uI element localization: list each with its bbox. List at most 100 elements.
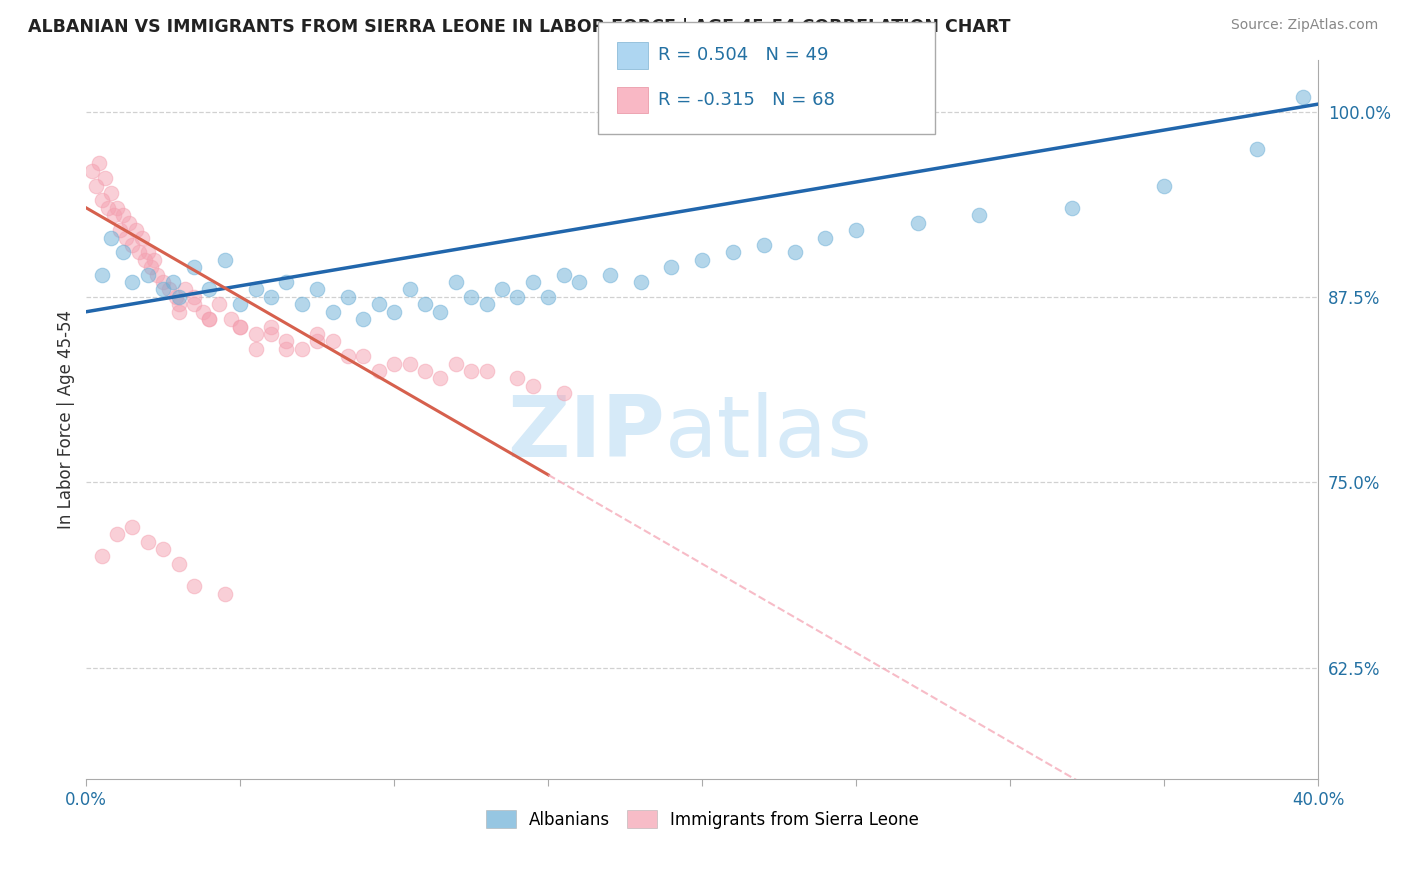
Point (969, 208, 991, 222)
Point (291, 342, 314, 356)
Point (522, 275, 544, 289)
Point (444, 357, 467, 371)
Point (245, 326, 267, 341)
Point (229, 319, 252, 334)
Point (90, 194, 112, 208)
Point (108, 223, 131, 237)
Point (229, 319, 252, 334)
Point (398, 357, 420, 371)
Point (568, 275, 591, 289)
Point (322, 334, 344, 349)
Point (143, 252, 166, 267)
Text: atlas: atlas (665, 392, 873, 475)
Point (167, 557, 190, 571)
Point (367, 297, 389, 311)
Point (136, 245, 159, 260)
Point (183, 290, 205, 304)
Point (276, 275, 298, 289)
Point (260, 326, 283, 341)
Point (690, 252, 713, 267)
Point (183, 260, 205, 275)
Point (413, 364, 436, 378)
Point (661, 260, 683, 275)
Point (112, 208, 135, 222)
Point (307, 326, 329, 341)
Point (118, 216, 141, 230)
Point (276, 334, 298, 349)
Point (322, 304, 344, 318)
Point (115, 230, 138, 244)
Point (1292, 89, 1315, 103)
Point (214, 252, 236, 267)
Point (152, 283, 174, 297)
Point (183, 297, 205, 311)
Point (1060, 201, 1083, 215)
Point (131, 230, 153, 244)
Point (260, 319, 283, 334)
Point (193, 304, 215, 318)
Point (398, 283, 420, 297)
Point (491, 283, 513, 297)
Point (167, 304, 190, 318)
Point (134, 252, 156, 267)
Point (219, 312, 242, 326)
Point (907, 216, 929, 230)
Point (337, 349, 360, 363)
Text: R = -0.315   N = 68: R = -0.315 N = 68 (658, 91, 835, 109)
Point (165, 290, 187, 304)
Text: R = 0.504   N = 49: R = 0.504 N = 49 (658, 46, 828, 64)
Point (152, 542, 174, 557)
Point (112, 245, 135, 260)
Point (167, 290, 190, 304)
Point (307, 334, 329, 349)
Point (382, 304, 405, 318)
Point (307, 283, 329, 297)
Point (128, 245, 150, 260)
Point (173, 283, 195, 297)
Point (136, 268, 159, 282)
Point (84, 178, 107, 193)
Point (90, 549, 112, 564)
Point (522, 379, 544, 393)
Point (87, 156, 110, 170)
Point (124, 223, 146, 237)
Point (245, 342, 267, 356)
Point (103, 208, 125, 222)
Point (94, 171, 117, 186)
Point (1246, 142, 1268, 156)
Point (97, 201, 120, 215)
Point (599, 268, 621, 282)
Point (721, 245, 744, 260)
Point (229, 297, 252, 311)
Point (506, 371, 529, 385)
Point (162, 275, 184, 289)
Point (537, 290, 560, 304)
Point (82, 164, 104, 178)
Point (382, 357, 405, 371)
Point (553, 268, 575, 282)
Point (367, 364, 389, 378)
Point (100, 230, 122, 244)
Text: ZIP: ZIP (508, 392, 665, 475)
Text: Source: ZipAtlas.com: Source: ZipAtlas.com (1230, 18, 1378, 32)
Point (100, 186, 122, 200)
Point (353, 349, 375, 363)
Point (121, 520, 143, 534)
Point (167, 297, 190, 311)
Point (159, 283, 181, 297)
Point (460, 364, 482, 378)
Point (136, 534, 159, 549)
Point (814, 230, 837, 244)
Point (121, 275, 143, 289)
Point (152, 275, 174, 289)
Point (429, 371, 451, 385)
Point (139, 260, 162, 275)
Point (337, 290, 360, 304)
Point (105, 201, 128, 215)
Point (630, 275, 652, 289)
Point (752, 238, 775, 252)
Point (198, 312, 221, 326)
Point (1153, 178, 1175, 193)
Point (90, 268, 112, 282)
Point (460, 290, 482, 304)
